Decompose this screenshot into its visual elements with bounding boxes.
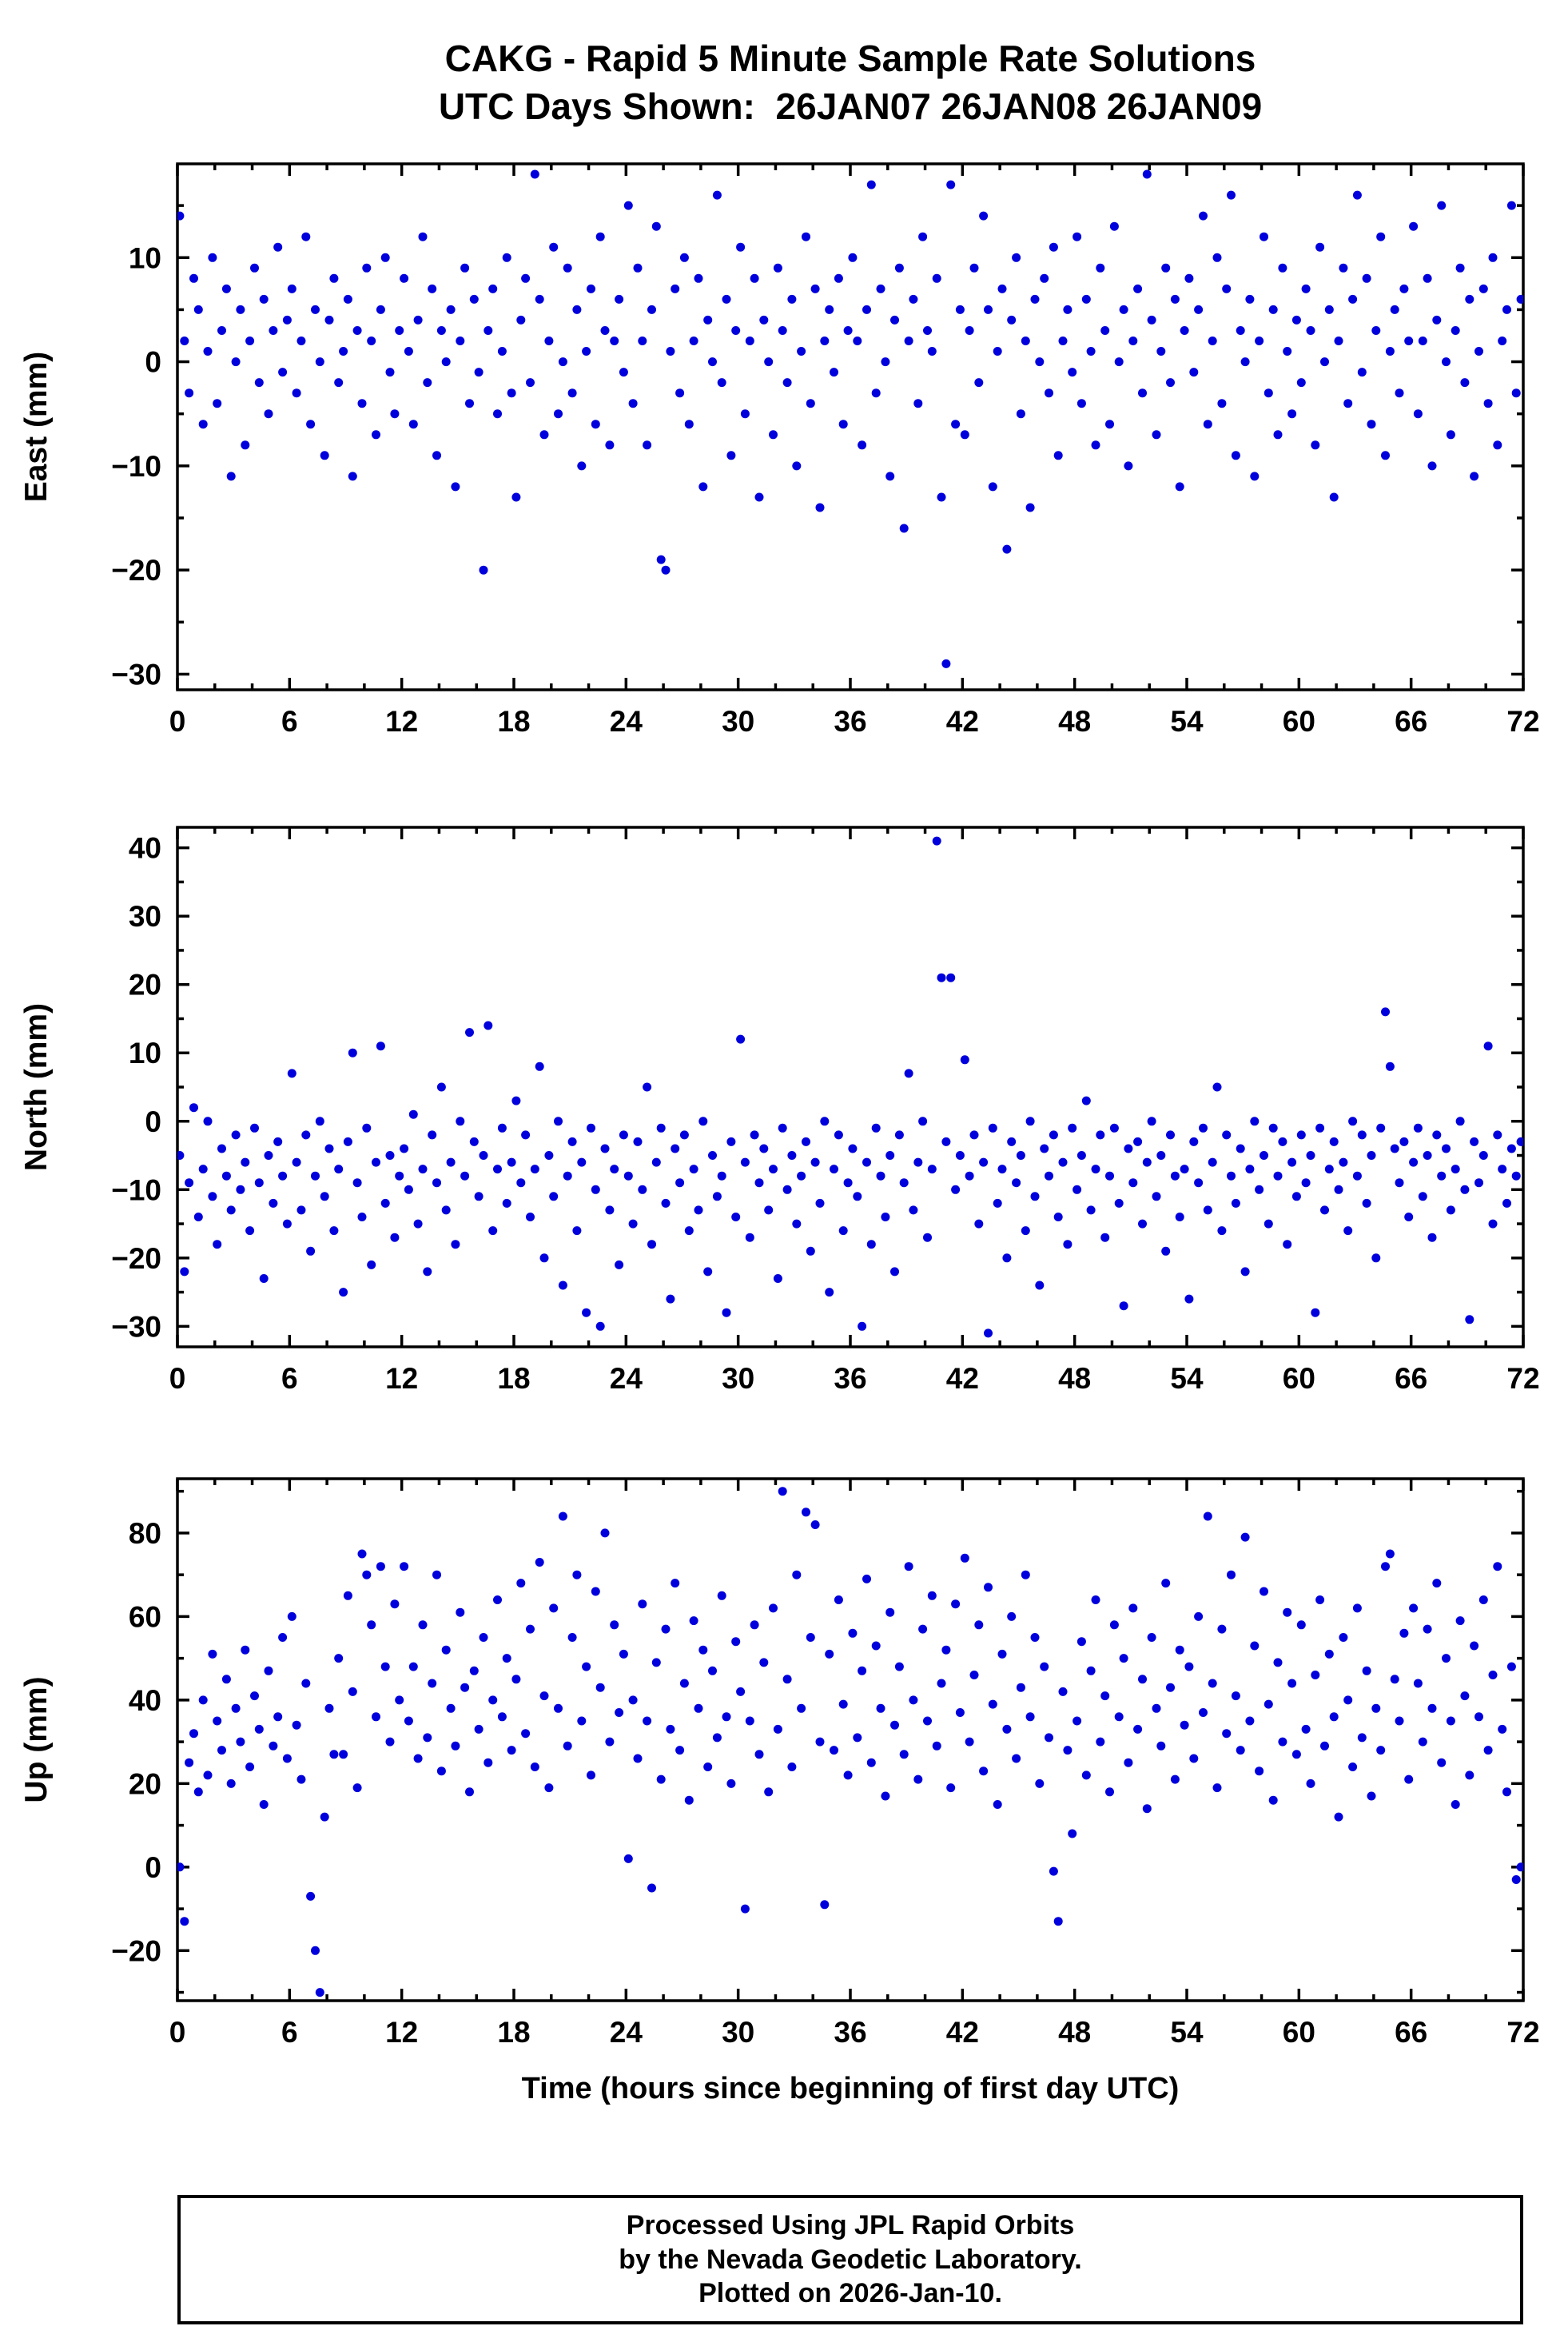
- chart-subtitle: UTC Days Shown: 26JAN07 26JAN08 26JAN09: [438, 86, 1263, 127]
- svg-text:42: 42: [946, 705, 979, 738]
- svg-text:60: 60: [129, 1600, 161, 1633]
- x-axis-label: Time (hours since beginning of first day…: [521, 2072, 1180, 2105]
- svg-text:−30: −30: [111, 658, 161, 691]
- svg-text:10: 10: [129, 1037, 161, 1069]
- footer-line-2: by the Nevada Geodetic Laboratory.: [619, 2244, 1082, 2275]
- svg-text:0: 0: [145, 346, 161, 379]
- svg-text:36: 36: [834, 2016, 866, 2049]
- svg-text:40: 40: [129, 1684, 161, 1717]
- svg-text:72: 72: [1506, 1362, 1539, 1395]
- svg-text:18: 18: [497, 2016, 530, 2049]
- svg-text:0: 0: [169, 2016, 186, 2049]
- footer-line-3: Plotted on 2026-Jan-10.: [698, 2278, 1002, 2309]
- svg-text:72: 72: [1506, 705, 1539, 738]
- svg-text:42: 42: [946, 2016, 979, 2049]
- svg-text:66: 66: [1395, 2016, 1427, 2049]
- svg-text:East (mm): East (mm): [19, 352, 54, 503]
- svg-text:20: 20: [129, 1767, 161, 1800]
- chart-title: CAKG - Rapid 5 Minute Sample Rate Soluti…: [444, 38, 1256, 79]
- svg-text:18: 18: [497, 705, 530, 738]
- svg-text:Up (mm): Up (mm): [19, 1676, 54, 1802]
- svg-text:12: 12: [385, 705, 418, 738]
- svg-text:0: 0: [169, 705, 186, 738]
- svg-text:18: 18: [497, 1362, 530, 1395]
- svg-text:North (mm): North (mm): [19, 1003, 54, 1171]
- svg-text:72: 72: [1506, 2016, 1539, 2049]
- svg-text:30: 30: [722, 2016, 754, 2049]
- svg-text:66: 66: [1395, 705, 1427, 738]
- svg-text:60: 60: [1283, 2016, 1315, 2049]
- svg-text:40: 40: [129, 832, 161, 865]
- svg-text:−20: −20: [111, 1934, 161, 1967]
- up-panel-chart: 0 6 12 18 24 30 36 42 48 54 60 66 72 −20 0 20 40 60 80 Up (…: [19, 1477, 1540, 2049]
- svg-text:12: 12: [385, 1362, 418, 1395]
- svg-text:24: 24: [610, 1362, 643, 1395]
- svg-text:30: 30: [722, 705, 754, 738]
- svg-text:0: 0: [145, 1851, 161, 1884]
- footer-box: Processed Using JPL Rapid Orbits by the …: [177, 2195, 1523, 2324]
- svg-text:0: 0: [169, 1362, 186, 1395]
- svg-text:48: 48: [1058, 2016, 1091, 2049]
- svg-text:60: 60: [1283, 1362, 1315, 1395]
- svg-text:42: 42: [946, 1362, 979, 1395]
- svg-text:−10: −10: [111, 1173, 161, 1206]
- svg-text:−20: −20: [111, 1242, 161, 1275]
- svg-text:−30: −30: [111, 1310, 161, 1343]
- svg-text:20: 20: [129, 969, 161, 1002]
- svg-text:10: 10: [129, 241, 161, 274]
- svg-text:30: 30: [722, 1362, 754, 1395]
- svg-text:24: 24: [610, 705, 643, 738]
- svg-text:36: 36: [834, 1362, 866, 1395]
- svg-text:−20: −20: [111, 554, 161, 587]
- svg-text:30: 30: [129, 900, 161, 933]
- svg-text:60: 60: [1283, 705, 1315, 738]
- svg-text:6: 6: [281, 705, 298, 738]
- svg-text:12: 12: [385, 2016, 418, 2049]
- svg-text:54: 54: [1170, 705, 1204, 738]
- east-panel-chart: 0 6 12 18 24 30 36 42 48 54 60 66 72 −30 −20 −10 0 10 East…: [19, 162, 1540, 738]
- svg-text:80: 80: [129, 1517, 161, 1550]
- svg-text:24: 24: [610, 2016, 643, 2049]
- svg-text:6: 6: [281, 1362, 298, 1395]
- svg-text:0: 0: [145, 1105, 161, 1138]
- svg-text:66: 66: [1395, 1362, 1427, 1395]
- svg-text:36: 36: [834, 705, 866, 738]
- svg-text:48: 48: [1058, 705, 1091, 738]
- svg-text:54: 54: [1170, 1362, 1204, 1395]
- footer-line-1: Processed Using JPL Rapid Orbits: [626, 2210, 1075, 2241]
- north-panel-chart: 0 6 12 18 24 30 36 42 48 54 60 66 72 −30 −20 −10 0 10 20 30…: [19, 826, 1540, 1395]
- svg-text:54: 54: [1170, 2016, 1204, 2049]
- svg-text:6: 6: [281, 2016, 298, 2049]
- svg-text:−10: −10: [111, 450, 161, 483]
- svg-text:48: 48: [1058, 1362, 1091, 1395]
